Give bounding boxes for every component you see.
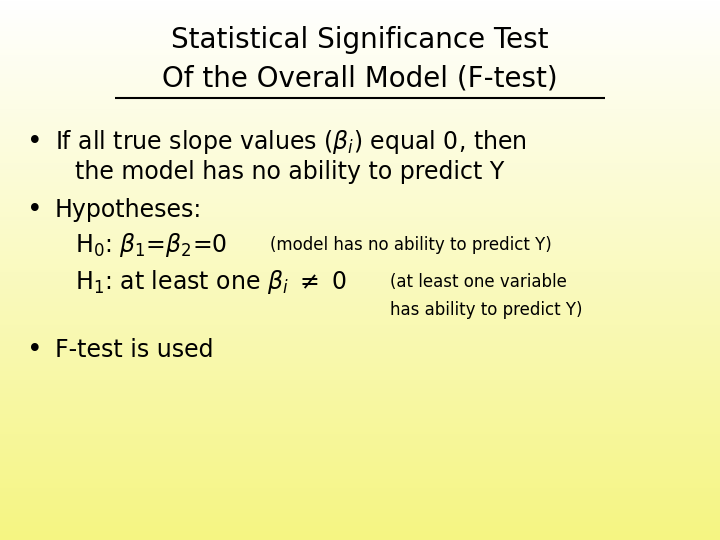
Text: Hypotheses:: Hypotheses: — [55, 198, 202, 222]
Text: F-test is used: F-test is used — [55, 338, 214, 362]
Text: has ability to predict Y): has ability to predict Y) — [390, 301, 582, 319]
Text: the model has no ability to predict Y: the model has no ability to predict Y — [75, 160, 504, 184]
Text: (model has no ability to predict Y): (model has no ability to predict Y) — [270, 236, 552, 254]
Text: Of the Overall Model (F-test): Of the Overall Model (F-test) — [162, 64, 558, 92]
Text: Statistical Significance Test: Statistical Significance Test — [171, 26, 549, 54]
Text: •: • — [27, 129, 42, 155]
Text: H$_1$: at least one $\beta_i$ $\neq$ 0: H$_1$: at least one $\beta_i$ $\neq$ 0 — [75, 268, 347, 296]
Text: (at least one variable: (at least one variable — [390, 273, 567, 291]
Text: •: • — [27, 337, 42, 363]
Text: H$_0$: $\beta_1$=$\beta_2$=0: H$_0$: $\beta_1$=$\beta_2$=0 — [75, 231, 228, 259]
Text: If all true slope values ($\beta_i$) equal 0, then: If all true slope values ($\beta_i$) equ… — [55, 128, 527, 156]
Text: •: • — [27, 197, 42, 223]
